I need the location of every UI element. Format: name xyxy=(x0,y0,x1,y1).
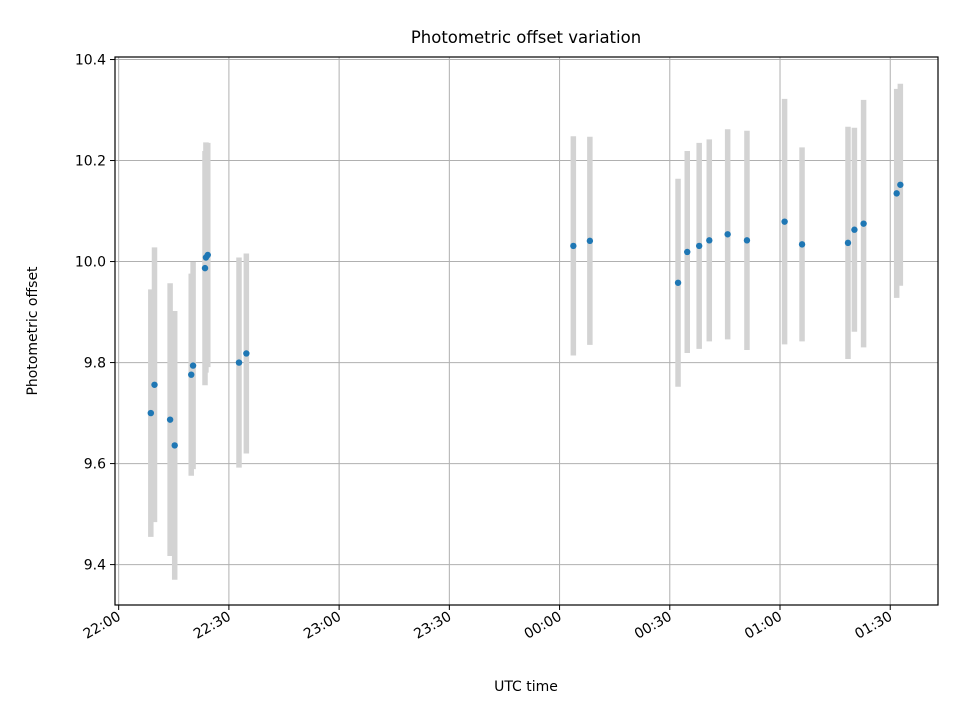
data-point xyxy=(147,409,155,417)
data-point xyxy=(151,381,158,388)
data-point xyxy=(743,237,751,244)
data-point xyxy=(844,239,852,247)
data-points xyxy=(147,181,904,449)
data-point xyxy=(897,181,904,188)
plot-frame xyxy=(114,56,939,606)
y-axis-label: Photometric offset xyxy=(25,266,41,396)
y-axis-ticks: 9.4 9.6 9.8 10.0 10.2 10.4 xyxy=(75,53,115,574)
data-point xyxy=(893,190,900,197)
data-point xyxy=(798,241,806,248)
data-point xyxy=(243,350,250,357)
y-tick-label: 9.6 xyxy=(84,457,106,473)
data-point xyxy=(860,220,867,227)
data-point xyxy=(204,251,211,259)
data-point xyxy=(706,237,713,244)
data-point xyxy=(781,218,788,225)
data-point xyxy=(570,242,577,250)
chart-title: Photometric offset variation xyxy=(411,28,641,47)
y-tick-label: 9.8 xyxy=(84,356,106,372)
data-point xyxy=(189,362,197,369)
data-point xyxy=(724,231,731,238)
y-tick-label: 10.2 xyxy=(75,154,106,170)
data-point xyxy=(188,371,195,378)
data-point xyxy=(674,279,682,286)
data-point xyxy=(684,248,691,256)
data-point xyxy=(201,264,209,272)
x-axis-label: UTC time xyxy=(494,679,558,695)
data-point xyxy=(851,226,858,233)
data-point xyxy=(695,242,703,250)
y-tick-label: 10.0 xyxy=(75,255,106,271)
data-point xyxy=(586,237,594,245)
data-point xyxy=(235,359,243,366)
y-tick-label: 9.4 xyxy=(84,558,106,574)
data-point xyxy=(166,416,174,423)
y-tick-label: 10.4 xyxy=(75,53,106,69)
data-point xyxy=(171,442,178,449)
